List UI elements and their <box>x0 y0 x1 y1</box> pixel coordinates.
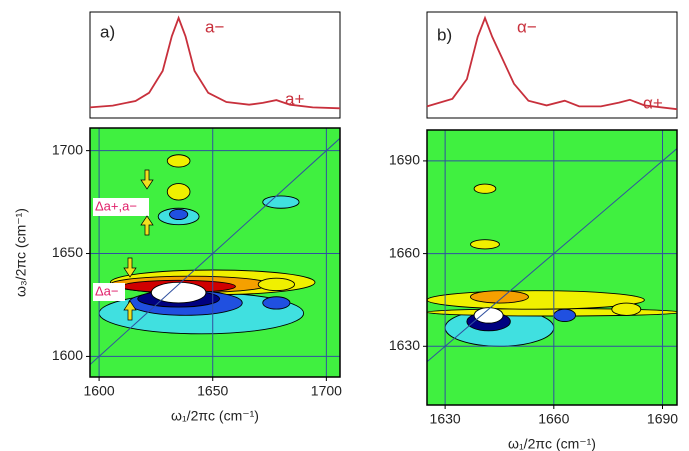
peak-label: a− <box>205 17 224 36</box>
x-tick-label: 1660 <box>538 411 569 427</box>
annotation: Δa− <box>95 283 119 298</box>
contour <box>470 290 529 304</box>
y-tick-label: 1630 <box>389 337 420 353</box>
plot-frame <box>89 127 341 378</box>
y-tick-label: 1690 <box>389 152 420 168</box>
spectrum-line <box>426 15 678 111</box>
plot-frame <box>426 129 678 406</box>
annotation: Δa+,a− <box>95 198 137 213</box>
x-tick-label: 1690 <box>647 411 678 427</box>
contour <box>473 307 504 324</box>
contour <box>553 308 577 323</box>
peak-label: α− <box>517 17 537 36</box>
contour <box>166 183 191 201</box>
contour <box>473 183 497 194</box>
y-axis-title: ω₃/2πc (cm⁻¹) <box>13 208 29 297</box>
contour <box>470 239 500 250</box>
y-tick-label: 1660 <box>389 244 420 260</box>
y-tick-label: 1650 <box>52 244 83 260</box>
peak-label: a+ <box>285 89 304 108</box>
annotation-bg <box>93 198 149 216</box>
contour <box>611 302 642 316</box>
panel-label: a) <box>100 22 115 41</box>
diagonal <box>90 137 340 366</box>
x-axis-title: ω₁/2πc (cm⁻¹) <box>508 436 596 451</box>
panel-label: b) <box>437 25 452 44</box>
contour-plot <box>90 128 340 377</box>
spectrum-line <box>89 15 341 110</box>
annotation-bg <box>93 283 125 301</box>
y-tick-label: 1600 <box>52 347 83 363</box>
peak-label: α+ <box>643 93 663 112</box>
spectrum-frame <box>89 11 341 119</box>
diagonal <box>427 148 677 363</box>
plot-background <box>90 128 340 377</box>
contour <box>257 277 295 292</box>
contour <box>262 195 300 209</box>
x-tick-label: 1630 <box>430 411 461 427</box>
y-tick-label: 1700 <box>52 141 83 157</box>
contour <box>427 290 645 310</box>
plot-background <box>427 130 677 405</box>
contour <box>262 296 291 310</box>
contour <box>150 281 207 304</box>
arrows <box>123 169 154 321</box>
x-tick-label: 1600 <box>84 383 115 399</box>
x-tick-label: 1700 <box>311 383 342 399</box>
x-axis-title: ω₁/2πc (cm⁻¹) <box>171 408 259 424</box>
x-tick-label: 1650 <box>197 383 228 399</box>
contour <box>169 208 189 221</box>
contour-plot <box>427 130 677 405</box>
spectrum-frame <box>426 11 678 119</box>
contour <box>166 154 191 168</box>
